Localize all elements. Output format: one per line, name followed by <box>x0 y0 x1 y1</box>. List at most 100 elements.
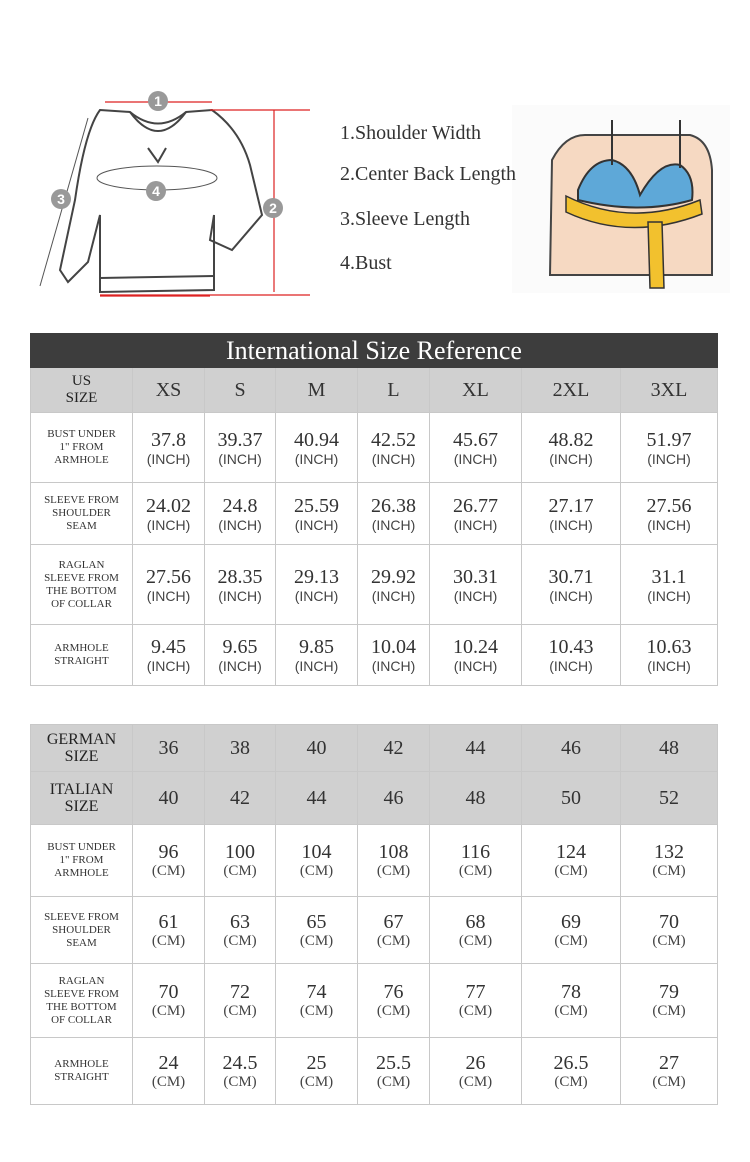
cell-value: 29.92 <box>371 565 416 588</box>
table-cell: 44 <box>430 724 522 772</box>
table-cell: 24.02 (INCH) <box>133 483 205 545</box>
row-label: ITALIAN <box>49 781 114 798</box>
table-cell: 29.13 (INCH) <box>276 545 358 625</box>
table-cell: 9.45 (INCH) <box>133 625 205 686</box>
row-label: 1" FROM <box>59 854 104 866</box>
cell-unit: (INCH) <box>371 658 416 674</box>
cell-value: 108 <box>378 841 409 863</box>
cell-value: 30.71 <box>548 565 594 588</box>
cell-value: 77 <box>465 981 486 1003</box>
table-cell: 116 (CM) <box>430 825 522 897</box>
cell-unit: (CM) <box>458 863 493 879</box>
table-cell: 9.65 (INCH) <box>205 625 276 686</box>
cell-unit: (CM) <box>458 932 493 949</box>
cell-value: 27.56 <box>146 565 191 588</box>
row-label: SHOULDER <box>52 923 111 936</box>
table-cell: 9.85 (INCH) <box>276 625 358 686</box>
cell-value: 51.97 <box>646 428 692 451</box>
table-cell: 27.56 (INCH) <box>621 483 718 545</box>
table-cell: 40.94 (INCH) <box>276 413 358 483</box>
table-cell: 10.63 (INCH) <box>621 625 718 686</box>
row-label: STRAIGHT <box>54 655 109 667</box>
table-cell: L <box>358 368 430 413</box>
measure-lines <box>100 101 310 297</box>
cell-unit: (INCH) <box>549 587 593 604</box>
cell-value: 70 <box>659 910 679 933</box>
cell-value: 37.8 <box>151 428 186 451</box>
table-cell: 37.8 (INCH) <box>133 413 205 483</box>
cell-unit: (CM) <box>223 932 257 949</box>
table-cell: 61 (CM) <box>133 897 205 964</box>
table-cell: 24.8 (INCH) <box>205 483 276 545</box>
table-cell: M <box>276 368 358 413</box>
table-cell: SLEEVE FROM SHOULDER SEAM <box>30 897 133 964</box>
table-cell: 48 <box>430 772 522 825</box>
cell-value: 100 <box>225 841 255 863</box>
size-value: 44 <box>306 787 327 809</box>
cell-unit: (INCH) <box>146 587 191 604</box>
marker-label: 3 <box>57 191 65 207</box>
cell-value: 26 <box>465 1051 486 1074</box>
size-value: 48 <box>465 787 486 809</box>
table-cell: 77 (CM) <box>430 964 522 1038</box>
row-label: SLEEVE FROM <box>44 494 119 506</box>
cell-value: 25.5 <box>376 1051 411 1074</box>
table-cell: ARMHOLE STRAIGHT <box>30 625 133 686</box>
row-label: ARMHOLE <box>54 867 109 879</box>
cell-unit: (INCH) <box>647 658 691 674</box>
cell-unit: (CM) <box>376 1073 411 1090</box>
size-value: 46 <box>383 787 404 809</box>
table-cell: 30.71 (INCH) <box>522 545 621 625</box>
table-cell: 69 (CM) <box>522 897 621 964</box>
cell-unit: (INCH) <box>146 658 191 674</box>
cell-unit: (INCH) <box>647 587 691 604</box>
table-cell: 30.31 (INCH) <box>430 545 522 625</box>
size-value: 44 <box>465 737 486 759</box>
cell-unit: (CM) <box>299 1003 334 1019</box>
cell-value: 76 <box>383 981 404 1003</box>
table-cell: 52 <box>621 772 718 825</box>
cell-value: 10.04 <box>371 636 416 658</box>
table-cell: 104 (CM) <box>276 825 358 897</box>
cell-value: 25.59 <box>294 494 339 517</box>
row-label: SEAM <box>66 520 97 532</box>
column-header: L <box>387 379 400 401</box>
table-cell: 25.59 (INCH) <box>276 483 358 545</box>
cell-value: 24 <box>158 1051 179 1074</box>
marker-label: 1 <box>154 93 162 109</box>
row-label: THE BOTTOM <box>46 1000 117 1013</box>
cell-unit: (CM) <box>554 932 588 949</box>
table-cell: 74 (CM) <box>276 964 358 1038</box>
cell-unit: (INCH) <box>218 516 262 533</box>
table-cell: 40 <box>276 724 358 772</box>
table-cell: 79 (CM) <box>621 964 718 1038</box>
table-cell: 72 (CM) <box>205 964 276 1038</box>
row-label: ARMHOLE <box>54 454 109 466</box>
table-cell: ARMHOLE STRAIGHT <box>30 1038 133 1105</box>
sweater <box>58 108 264 294</box>
column-header: S <box>234 379 246 401</box>
table-cell: 96 (CM) <box>133 825 205 897</box>
cell-unit: (CM) <box>458 1003 493 1019</box>
row-label: ARMHOLE <box>54 642 109 654</box>
row-label: SIZE <box>65 390 98 406</box>
table-cell: 3XL <box>621 368 718 413</box>
diagram: 1 2 3 4 <box>39 91 730 297</box>
column-header: 3XL <box>650 379 688 401</box>
column-header: XS <box>155 379 182 401</box>
row-label: US <box>71 373 92 389</box>
cell-value: 63 <box>230 910 250 933</box>
size-value: 46 <box>561 737 581 759</box>
table-cell: S <box>205 368 276 413</box>
table-cell: 70 (CM) <box>621 897 718 964</box>
cell-unit: (CM) <box>223 1003 257 1019</box>
row-label: ARMHOLE <box>54 1058 109 1070</box>
table-cell: 26.38 (INCH) <box>358 483 430 545</box>
cell-unit: (INCH) <box>647 450 691 467</box>
cell-value: 124 <box>556 841 586 863</box>
table-cell: 48.82 (INCH) <box>522 413 621 483</box>
cell-unit: (CM) <box>652 1003 686 1019</box>
table-cell: 50 <box>522 772 621 825</box>
marker-label: 2 <box>269 200 277 216</box>
